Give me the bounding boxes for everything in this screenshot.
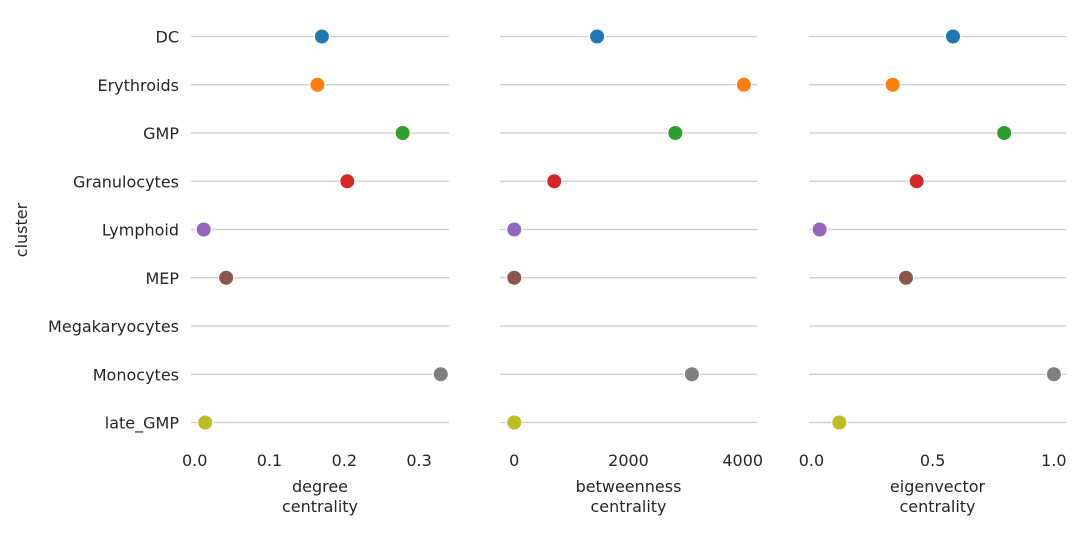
- data-point: [546, 173, 563, 190]
- x-tick-label: 0.0: [799, 451, 824, 470]
- data-point: [506, 221, 523, 238]
- data-point: [432, 366, 449, 383]
- x-axis-title: betweenness: [576, 477, 682, 496]
- category-labels: DC Erythroids GMP Granulocytes Lymphoid MEP Me…: [48, 28, 179, 434]
- x-axis-title: eigenvector: [890, 477, 986, 496]
- data-point: [683, 366, 701, 383]
- category-label: Lymphoid: [102, 221, 179, 240]
- x-tick-label: 0.2: [332, 451, 357, 470]
- x-tick-label: 0.1: [257, 451, 282, 470]
- data-point: [908, 173, 925, 190]
- x-tick-label: 0.3: [406, 451, 431, 470]
- x-tick-label: 0: [509, 451, 519, 470]
- x-axis-title: centrality: [282, 497, 358, 516]
- data-point: [506, 414, 523, 431]
- x-axis-title: degree: [292, 477, 348, 496]
- data-point: [506, 269, 523, 286]
- x-tick-label: 1.0: [1041, 451, 1066, 470]
- data-point: [394, 124, 411, 142]
- data-point: [995, 124, 1013, 142]
- data-point: [944, 28, 962, 45]
- data-point: [195, 221, 212, 238]
- data-point: [588, 28, 606, 45]
- data-point: [884, 76, 901, 93]
- category-label: DC: [156, 28, 180, 47]
- data-point: [197, 414, 214, 431]
- data-point: [309, 76, 326, 93]
- data-point: [831, 414, 848, 431]
- category-label: GMP: [143, 124, 179, 143]
- data-point: [897, 269, 915, 286]
- category-label: Monocytes: [93, 365, 179, 384]
- category-label: Megakaryocytes: [48, 317, 179, 336]
- category-label: Granulocytes: [73, 172, 179, 191]
- category-label: MEP: [145, 269, 179, 288]
- data-point: [735, 76, 753, 93]
- category-label: Erythroids: [97, 76, 179, 95]
- x-tick-label: 2000: [608, 451, 649, 470]
- x-tick-label: 4000: [722, 451, 763, 470]
- x-tick-label: 0.5: [920, 451, 945, 470]
- data-point: [339, 173, 356, 190]
- data-point: [811, 221, 828, 238]
- x-axis-title: centrality: [899, 497, 975, 516]
- data-point: [1045, 366, 1063, 383]
- y-axis-label: cluster: [12, 202, 31, 257]
- data-point: [217, 269, 235, 286]
- category-label: late_GMP: [105, 414, 180, 434]
- data-point: [667, 124, 684, 142]
- x-axis-title: centrality: [590, 497, 666, 516]
- data-point: [313, 28, 331, 45]
- x-tick-label: 0.0: [182, 451, 207, 470]
